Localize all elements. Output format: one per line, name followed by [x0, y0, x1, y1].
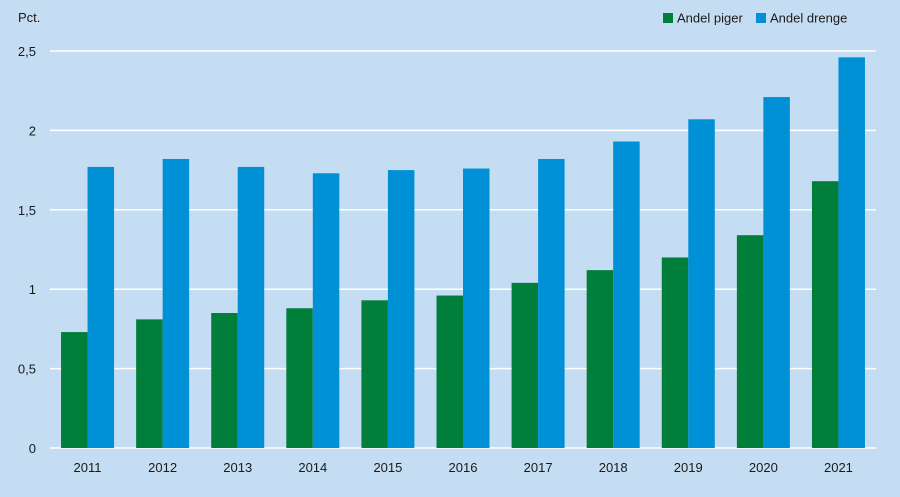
x-tick-label: 2021 [824, 460, 853, 475]
bar-drenge-2020 [763, 97, 790, 448]
bar-drenge-2016 [463, 168, 490, 448]
legend-label-drenge: Andel drenge [770, 11, 847, 26]
bar-drenge-2011 [87, 166, 115, 448]
x-tick-label: 2014 [298, 460, 327, 475]
x-tick-label: 2011 [74, 460, 102, 475]
y-axis-unit-label: Pct. [18, 10, 40, 25]
bar-piger-2014 [286, 308, 313, 448]
x-axis-ticks: 2011 2012 2013 2014 2015 2016 2017 2018 2019 2020… [74, 460, 853, 475]
y-axis-ticks: 0 0,5 1 1,5 2 2,5 [18, 44, 36, 456]
y-tick-label: 2,5 [18, 44, 36, 59]
y-tick-label: 1,5 [18, 203, 36, 218]
bar-drenge-2017 [538, 158, 565, 448]
y-tick-label: 0 [29, 441, 36, 456]
bars [61, 57, 865, 449]
y-tick-label: 2 [29, 123, 36, 138]
bar-piger-2012 [136, 319, 163, 448]
bar-piger-2017 [511, 282, 539, 448]
bar-piger-2018 [586, 270, 614, 448]
legend-label-piger: Andel piger [677, 11, 743, 26]
x-tick-label: 2013 [223, 460, 252, 475]
x-tick-label: 2012 [148, 460, 177, 475]
bar-piger-2015 [361, 300, 388, 448]
x-tick-label: 2015 [373, 460, 402, 475]
bar-drenge-2015 [387, 170, 415, 448]
x-tick-label: 2017 [524, 460, 553, 475]
x-tick-label: 2018 [599, 460, 628, 475]
bar-piger-2013 [211, 313, 238, 448]
x-tick-label: 2016 [449, 460, 478, 475]
legend: Andel piger Andel drenge [663, 11, 847, 26]
bar-drenge-2014 [312, 173, 340, 448]
bar-piger-2020 [736, 235, 764, 448]
bar-drenge-2021 [838, 57, 865, 449]
bar-piger-2021 [811, 181, 839, 448]
x-tick-label: 2020 [749, 460, 778, 475]
bar-drenge-2019 [688, 119, 715, 448]
x-tick-label: 2019 [674, 460, 703, 475]
y-tick-label: 0,5 [18, 362, 36, 377]
legend-swatch-piger [663, 13, 673, 23]
bar-drenge-2018 [613, 141, 640, 449]
bar-piger-2019 [661, 257, 689, 448]
bar-drenge-2012 [162, 158, 190, 448]
legend-swatch-drenge [756, 13, 766, 23]
bar-drenge-2013 [237, 166, 265, 448]
bar-piger-2011 [61, 332, 88, 448]
bar-piger-2016 [436, 295, 463, 448]
y-tick-label: 1 [29, 282, 36, 297]
